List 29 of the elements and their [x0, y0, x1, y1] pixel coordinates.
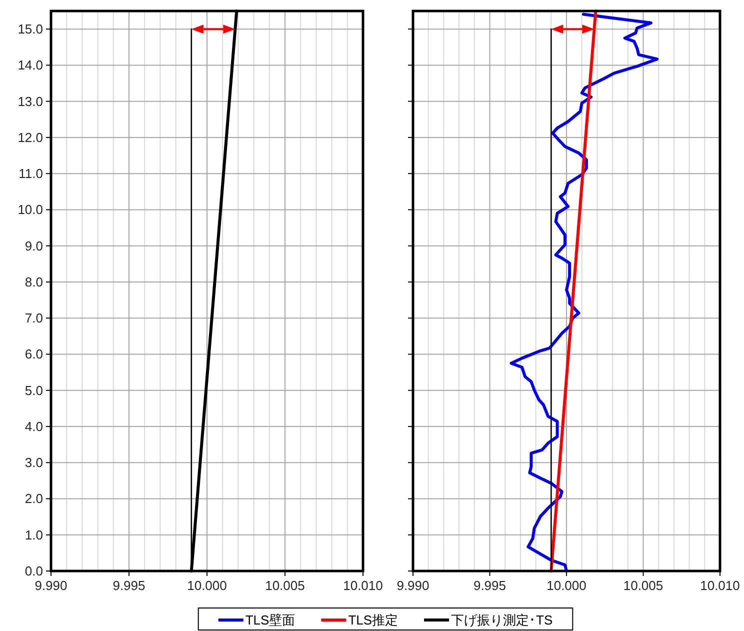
x-tick-label: 9.990 [34, 578, 68, 593]
y-tick-label: 2.0 [24, 491, 43, 506]
x-tick-label: 10.010 [700, 578, 740, 593]
x-tick-label: 10.000 [546, 578, 586, 593]
x-tick-label: 9.990 [396, 578, 430, 593]
x-tick-label: 9.995 [112, 578, 146, 593]
y-tick-label: 7.0 [24, 310, 43, 326]
y-tick-label: 0.0 [24, 564, 43, 578]
y-tick-label: 1.0 [24, 527, 43, 542]
x-tick-label: 10.010 [343, 578, 383, 593]
x-tick-label: 10.000 [187, 578, 227, 593]
y-tick-label: 14.0 [18, 58, 43, 73]
y-tick-label: 11.0 [18, 166, 43, 182]
legend-label: 下げ振り測定･TS [451, 612, 553, 628]
y-tick-label: 12.0 [18, 130, 43, 145]
legend-label: TLS推定 [348, 612, 398, 628]
y-tick-label: 4.0 [24, 418, 43, 434]
legend-label: TLS壁面 [245, 612, 296, 628]
y-tick-label: 9.0 [24, 238, 43, 254]
y-tick-label: 10.0 [18, 202, 43, 218]
x-tick-label: 10.005 [623, 578, 664, 593]
x-tick-label: 9.995 [473, 578, 506, 593]
y-tick-label: 3.0 [24, 455, 43, 470]
x-tick-label: 10.005 [265, 578, 305, 593]
y-tick-label: 6.0 [24, 346, 43, 362]
y-tick-label: 5.0 [24, 382, 43, 398]
y-tick-label: 8.0 [24, 274, 43, 290]
y-tick-label: 15.0 [18, 22, 43, 37]
y-tick-label: 13.0 [18, 94, 43, 109]
